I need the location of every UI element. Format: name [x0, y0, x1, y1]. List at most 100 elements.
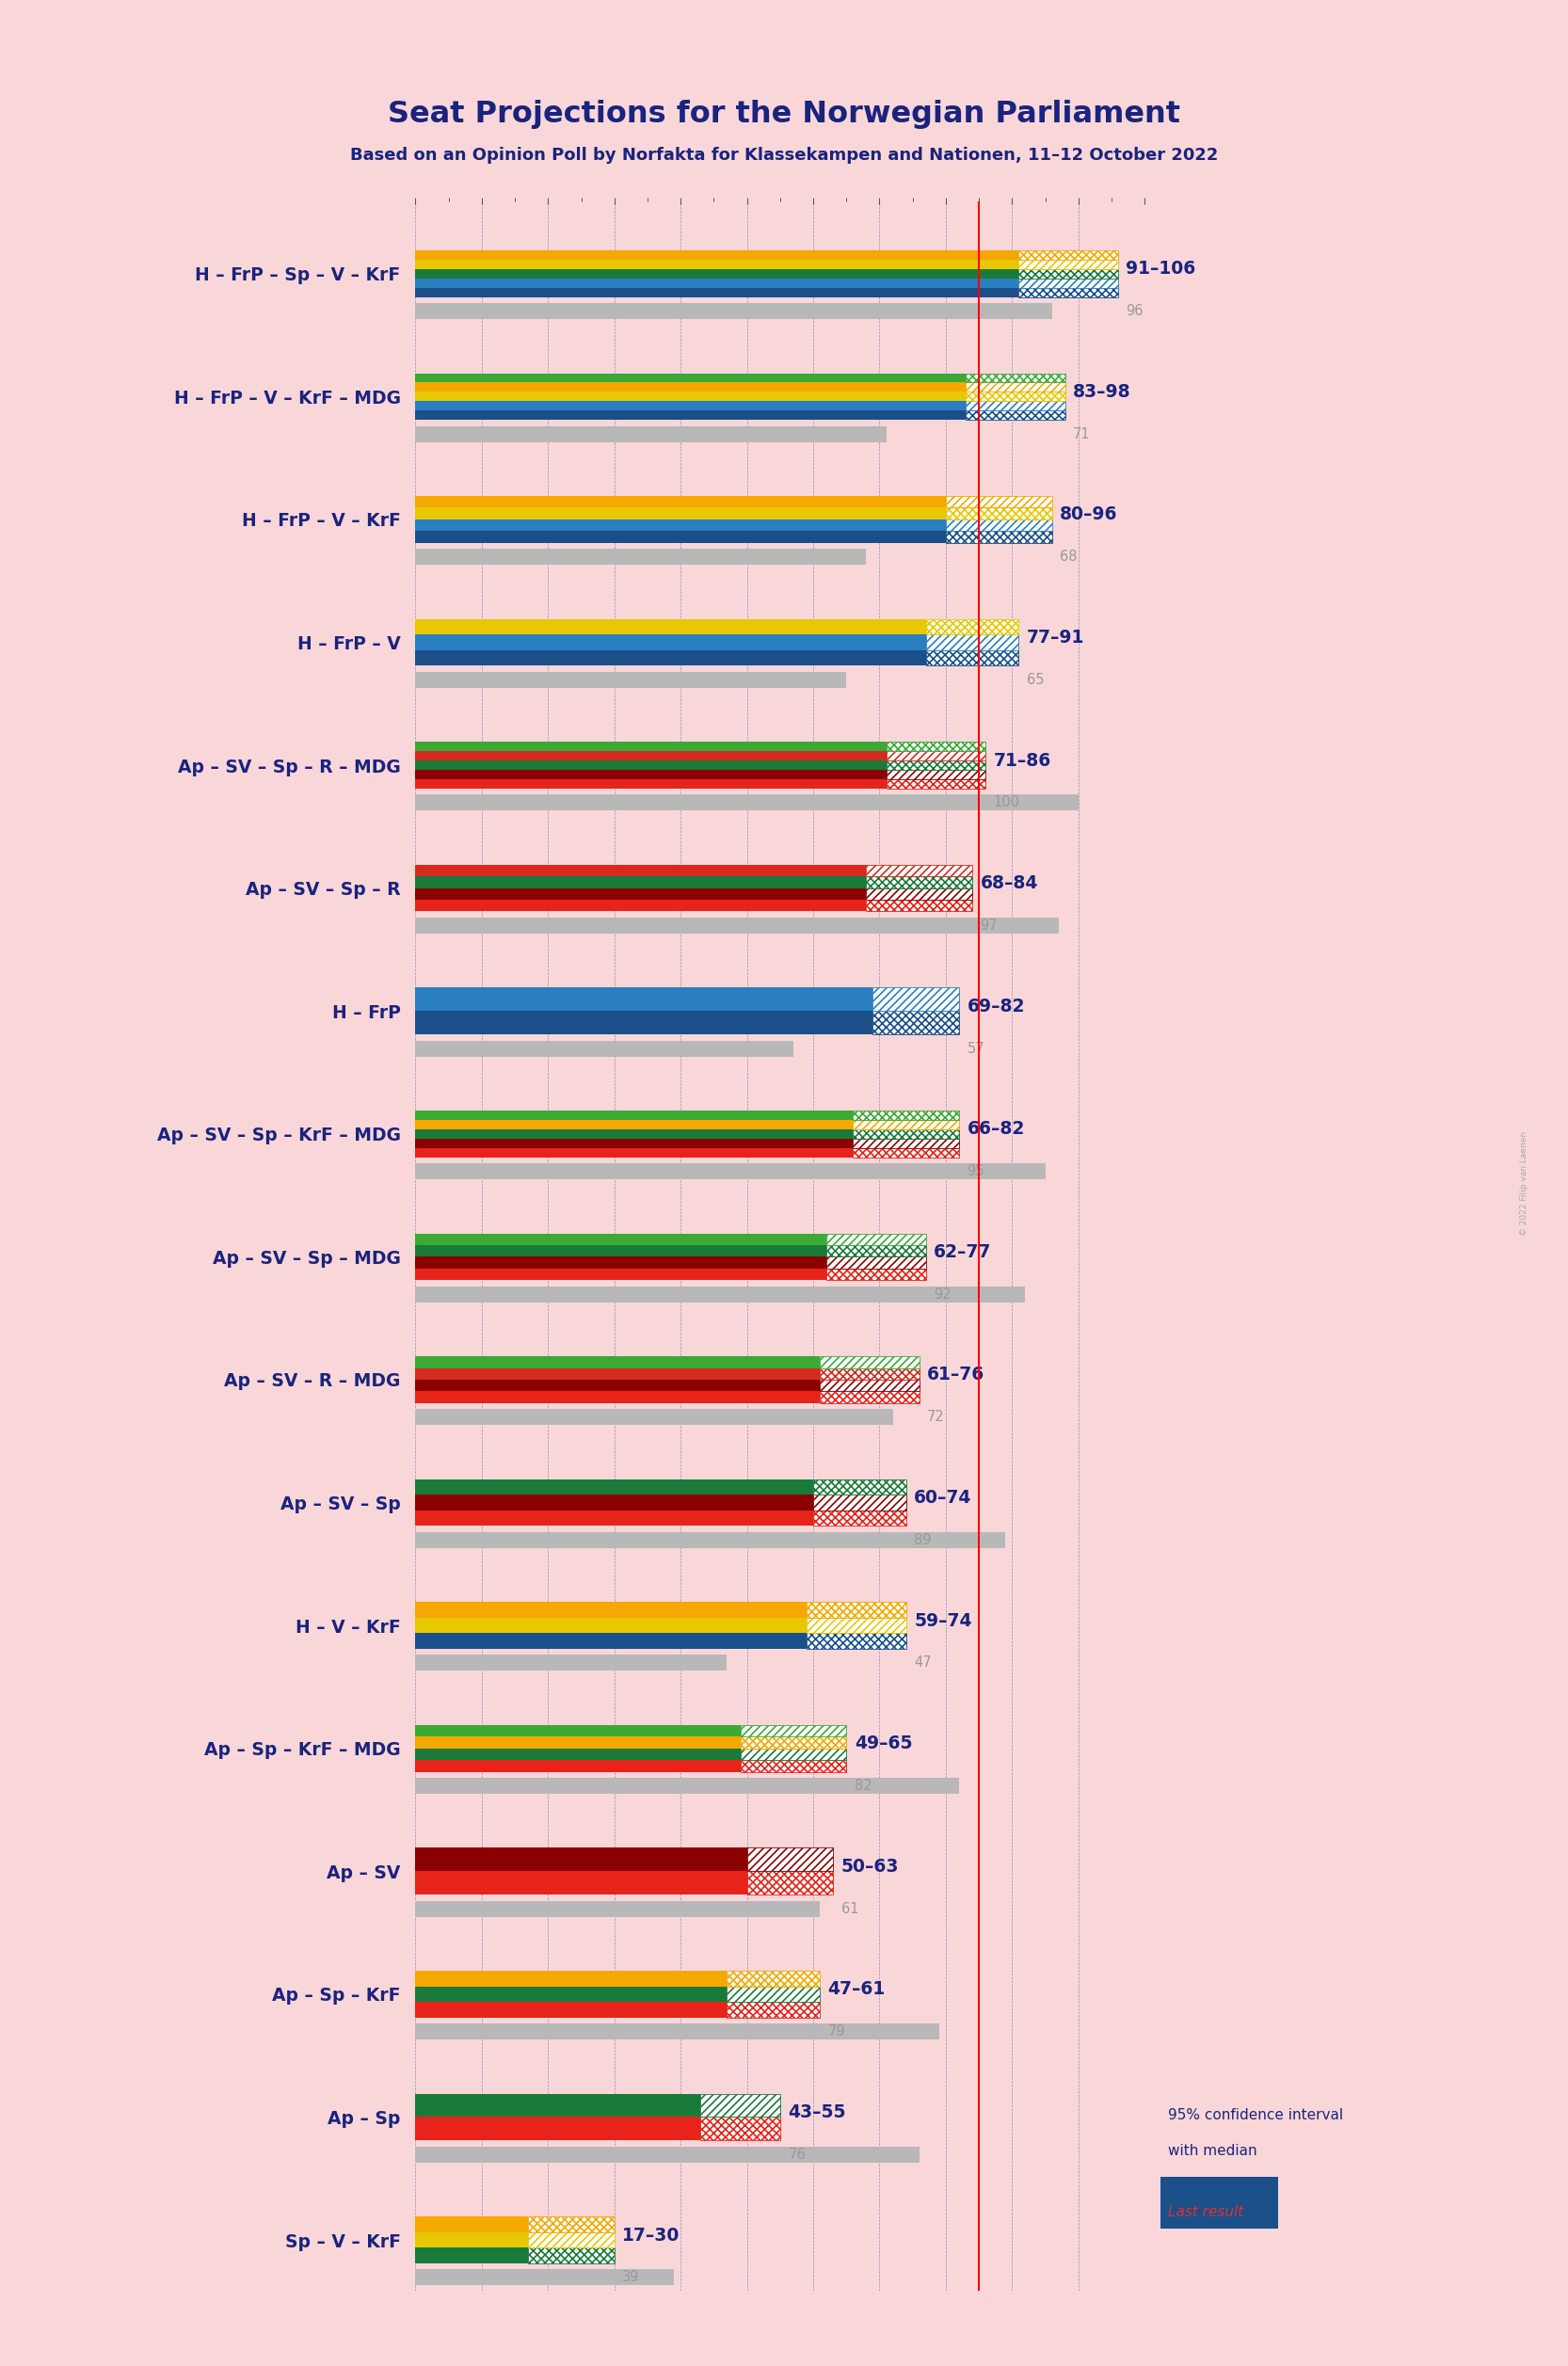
Bar — [886, 769, 986, 778]
Bar — [826, 1245, 925, 1256]
Bar — [416, 530, 946, 542]
Text: 68: 68 — [1060, 549, 1077, 563]
Bar — [416, 497, 946, 509]
Text: 66–82: 66–82 — [967, 1119, 1025, 1138]
Text: Last result: Last result — [1168, 2205, 1243, 2219]
Bar — [416, 1748, 740, 1760]
Bar — [416, 1737, 740, 1748]
Bar — [416, 374, 966, 383]
Bar — [806, 1633, 906, 1649]
Bar — [853, 1148, 960, 1157]
Bar — [416, 2146, 919, 2163]
Bar — [416, 1268, 826, 1280]
Bar — [416, 426, 886, 442]
Bar — [1019, 289, 1118, 298]
Text: 95: 95 — [967, 1164, 985, 1178]
Text: 61: 61 — [840, 1902, 858, 1916]
Bar — [820, 1379, 919, 1391]
Bar — [966, 402, 1065, 412]
Text: 71–86: 71–86 — [994, 752, 1051, 769]
Bar — [416, 1129, 853, 1138]
Bar — [866, 875, 972, 887]
Text: 62–77: 62–77 — [935, 1242, 991, 1261]
Bar — [416, 1602, 806, 1618]
Text: 83–98: 83–98 — [1073, 383, 1131, 400]
Bar — [728, 2002, 820, 2018]
Bar — [416, 1368, 820, 1379]
Bar — [416, 918, 1058, 935]
Bar — [925, 634, 1019, 651]
Bar — [416, 412, 966, 419]
Bar — [853, 1110, 960, 1119]
Bar — [853, 1119, 960, 1129]
Bar — [416, 875, 866, 887]
Bar — [966, 374, 1065, 383]
Bar — [966, 412, 1065, 419]
Bar — [416, 1495, 814, 1510]
Text: 60–74: 60–74 — [914, 1488, 972, 1507]
Text: 77–91: 77–91 — [1027, 629, 1085, 646]
Bar — [820, 1356, 919, 1368]
Bar — [416, 778, 886, 788]
Bar — [826, 1233, 925, 1245]
Bar — [416, 1725, 740, 1737]
Bar — [416, 521, 946, 530]
Bar — [873, 987, 960, 1010]
Bar — [416, 1510, 814, 1526]
Bar — [1019, 279, 1118, 289]
Bar — [416, 1233, 826, 1245]
Bar — [826, 1256, 925, 1268]
Bar — [806, 1618, 906, 1633]
Bar — [416, 743, 886, 750]
Bar — [416, 899, 866, 911]
Bar — [416, 651, 925, 665]
Bar — [966, 393, 1065, 402]
Text: 47–61: 47–61 — [828, 1980, 886, 1999]
Bar — [853, 1138, 960, 1148]
Bar — [820, 1391, 919, 1403]
Bar — [746, 1872, 833, 1895]
Text: © 2022 Filip van Laenen: © 2022 Filip van Laenen — [1521, 1131, 1529, 1235]
Bar — [416, 1654, 728, 1670]
Bar — [528, 2248, 615, 2264]
Text: 65: 65 — [1027, 672, 1044, 686]
Bar — [886, 759, 986, 769]
Bar — [416, 260, 1019, 270]
Text: 61–76: 61–76 — [927, 1365, 985, 1384]
Text: 92: 92 — [935, 1287, 952, 1301]
Bar — [416, 672, 847, 689]
Text: Based on an Opinion Poll by Norfakta for Klassekampen and Nationen, 11–12 Octobe: Based on an Opinion Poll by Norfakta for… — [350, 147, 1218, 163]
Bar — [416, 634, 925, 651]
Text: 49–65: 49–65 — [855, 1734, 913, 1753]
Bar — [416, 383, 966, 393]
Bar — [866, 864, 972, 875]
Text: 69–82: 69–82 — [967, 998, 1025, 1015]
Text: 68–84: 68–84 — [980, 875, 1038, 892]
Text: 96: 96 — [1126, 305, 1143, 317]
Bar — [416, 769, 886, 778]
Text: 17–30: 17–30 — [622, 2226, 681, 2245]
Bar — [416, 1287, 1025, 1301]
Text: 39: 39 — [622, 2271, 640, 2286]
Bar — [966, 383, 1065, 393]
Text: 82: 82 — [855, 1779, 872, 1793]
Bar — [416, 393, 966, 402]
Bar — [416, 1010, 873, 1034]
Text: 72: 72 — [927, 1410, 946, 1424]
Bar — [416, 2118, 701, 2141]
Bar — [728, 1987, 820, 2002]
Bar — [701, 2118, 781, 2141]
Bar — [866, 887, 972, 899]
Bar — [814, 1510, 906, 1526]
Bar — [886, 743, 986, 750]
Bar — [946, 497, 1052, 509]
Bar — [814, 1479, 906, 1495]
Bar — [416, 1148, 853, 1157]
Text: Seat Projections for the Norwegian Parliament: Seat Projections for the Norwegian Parli… — [387, 99, 1181, 128]
Bar — [886, 750, 986, 759]
Bar — [416, 987, 873, 1010]
Bar — [1019, 251, 1118, 260]
Bar — [814, 1495, 906, 1510]
Text: 97: 97 — [980, 918, 997, 932]
Bar — [740, 1737, 847, 1748]
